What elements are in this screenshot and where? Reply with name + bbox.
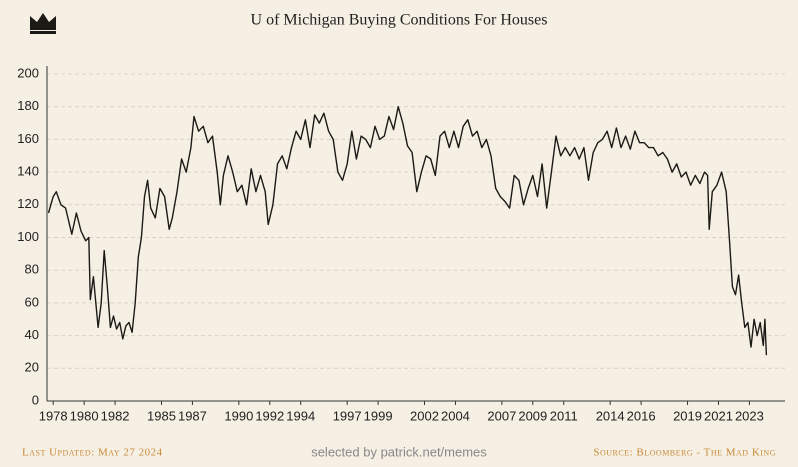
crown-logo [30, 13, 56, 34]
x-tick-label: 2004 [441, 408, 470, 423]
y-tick-label: 60 [25, 294, 39, 309]
y-tick-label: 200 [17, 65, 39, 80]
x-tick-label: 2009 [518, 408, 547, 423]
last-updated: Last Updated: May 27 2024 [22, 447, 163, 459]
x-tick-label: 1999 [364, 408, 393, 423]
x-tick-label: 1978 [39, 408, 68, 423]
x-tick-label: 2007 [487, 408, 516, 423]
x-tick-label: 1980 [70, 408, 99, 423]
y-tick-label: 0 [32, 392, 39, 407]
x-tick-label: 2011 [550, 408, 578, 423]
x-tick-label: 2021 [704, 408, 733, 423]
x-tick-label: 1990 [224, 408, 253, 423]
y-tick-label: 120 [17, 196, 39, 211]
x-tick-label: 2019 [673, 408, 702, 423]
y-tick-label: 80 [25, 262, 39, 277]
x-tick-label: 1997 [333, 408, 362, 423]
y-tick-label: 140 [17, 164, 39, 179]
x-tick-label: 2023 [735, 408, 764, 423]
y-tick-label: 160 [17, 131, 39, 146]
x-tick-label: 1982 [101, 408, 130, 423]
credit: selected by patrick.net/memes [311, 444, 487, 459]
y-tick-label: 20 [25, 360, 39, 375]
chart-title: U of Michigan Buying Conditions For Hous… [251, 12, 548, 29]
source: Source: Bloomberg - The Mad King [593, 447, 776, 459]
x-tick-label: 2002 [410, 408, 439, 423]
y-tick-label: 100 [17, 229, 39, 244]
y-tick-label: 180 [17, 98, 39, 113]
y-tick-label: 40 [25, 327, 39, 342]
x-tick-label: 1985 [147, 408, 176, 423]
x-tick-label: 1992 [255, 408, 284, 423]
x-tick-label: 2016 [627, 408, 656, 423]
x-tick-label: 1987 [178, 408, 207, 423]
x-tick-label: 2014 [596, 408, 625, 423]
x-tick-label: 1994 [286, 408, 315, 423]
data-line [47, 106, 768, 356]
